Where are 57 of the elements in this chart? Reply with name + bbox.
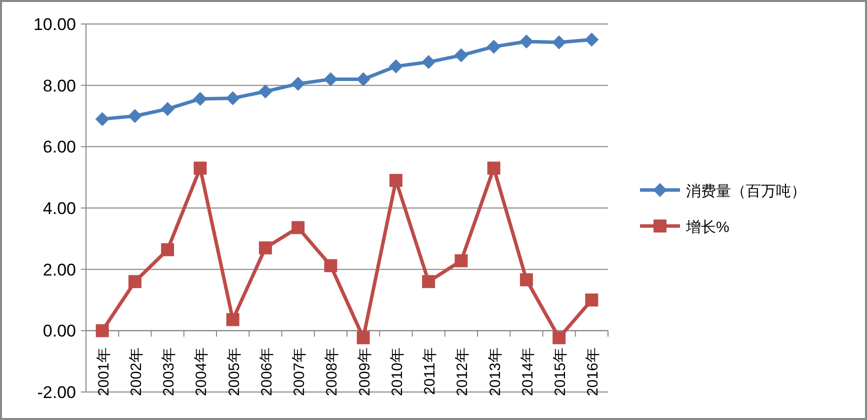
x-tick-label: 2016年 [584, 348, 602, 396]
point [584, 32, 599, 47]
x-tick-label: 2011年 [422, 348, 439, 395]
legend-label: 消费量（百万吨） [686, 183, 806, 200]
point [291, 76, 306, 91]
point [128, 109, 142, 123]
point [96, 324, 109, 338]
point [389, 174, 402, 187]
point [552, 331, 566, 344]
y-tick-label: 0.00 [42, 322, 76, 341]
point [128, 275, 142, 288]
y-tick-label: 4.00 [42, 199, 76, 218]
y-tick-label: 6.00 [42, 138, 76, 157]
legend-label: 增长% [685, 219, 730, 236]
y-tick-label: 2.00 [42, 260, 76, 280]
point [324, 72, 338, 86]
point [487, 162, 500, 175]
point [454, 48, 468, 62]
x-tick-label: 2013年 [486, 348, 504, 396]
point [258, 84, 272, 98]
x-tick-label: 2015年 [552, 348, 570, 396]
x-tick-label: 2008年 [324, 348, 341, 396]
point [226, 91, 240, 106]
x-tick-label: 2005年 [226, 348, 243, 396]
point [486, 40, 501, 54]
point [160, 102, 175, 116]
point [193, 92, 208, 106]
y-tick-label: 10.00 [33, 15, 76, 34]
point [520, 273, 533, 286]
point [552, 35, 566, 50]
point [324, 259, 338, 272]
point [292, 221, 305, 234]
y-tick-label: 8.00 [42, 76, 76, 96]
point [226, 313, 240, 326]
point [519, 34, 534, 48]
x-tick-label: 2010年 [388, 348, 406, 396]
point [194, 162, 207, 175]
point [356, 331, 370, 344]
point [585, 294, 598, 306]
point [422, 55, 436, 70]
point [356, 72, 370, 86]
point [258, 241, 272, 254]
point [454, 254, 468, 268]
x-tick-label: 2014年 [519, 348, 536, 396]
x-tick-label: 2006年 [258, 348, 276, 396]
x-tick-label: 2012年 [454, 348, 472, 396]
y-tick-label: -2.00 [37, 383, 76, 402]
x-tick-label: 2007年 [291, 348, 308, 396]
x-tick-label: 2001年 [95, 348, 112, 396]
x-tick-label: 2002年 [128, 348, 145, 396]
x-tick-label: 2004年 [193, 348, 210, 396]
point [388, 59, 403, 74]
point [161, 243, 174, 256]
x-tick-label: 2003年 [160, 348, 178, 396]
x-tick-label: 2009年 [356, 348, 374, 396]
point [95, 112, 110, 126]
point [422, 275, 436, 288]
